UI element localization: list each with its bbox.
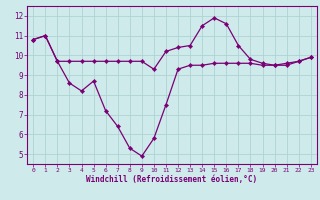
X-axis label: Windchill (Refroidissement éolien,°C): Windchill (Refroidissement éolien,°C)	[86, 175, 258, 184]
